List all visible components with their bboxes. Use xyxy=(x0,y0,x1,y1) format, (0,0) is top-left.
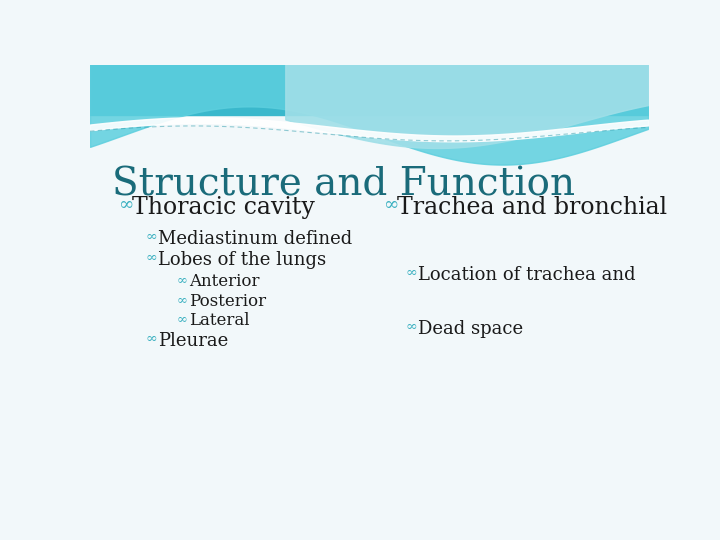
Text: ∞: ∞ xyxy=(145,332,158,346)
Text: Lobes of the lungs: Lobes of the lungs xyxy=(158,251,326,269)
Text: Trachea and bronchial: Trachea and bronchial xyxy=(397,196,667,219)
Text: ∞: ∞ xyxy=(176,293,187,306)
Text: Structure and Function: Structure and Function xyxy=(112,167,575,204)
Text: ∞: ∞ xyxy=(405,266,417,280)
Text: ∞: ∞ xyxy=(145,230,158,244)
Text: ∞: ∞ xyxy=(145,251,158,265)
Text: ∞: ∞ xyxy=(405,320,417,334)
Text: Dead space: Dead space xyxy=(418,320,523,338)
Text: Lateral: Lateral xyxy=(189,313,249,329)
Text: Thoracic cavity: Thoracic cavity xyxy=(132,196,315,219)
Text: ∞: ∞ xyxy=(118,196,133,214)
Text: Mediastinum defined: Mediastinum defined xyxy=(158,230,352,248)
Text: ∞: ∞ xyxy=(383,196,398,214)
Text: ∞: ∞ xyxy=(176,313,187,326)
Text: Anterior: Anterior xyxy=(189,273,259,289)
Text: Pleurae: Pleurae xyxy=(158,332,228,350)
Text: Location of trachea and: Location of trachea and xyxy=(418,266,635,284)
Text: ∞: ∞ xyxy=(176,273,187,286)
Text: Posterior: Posterior xyxy=(189,293,266,309)
